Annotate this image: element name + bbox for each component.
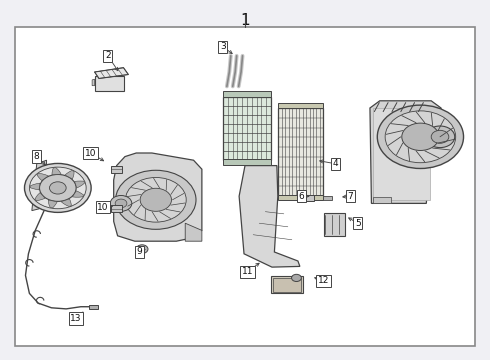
Bar	[223, 159, 271, 165]
Polygon shape	[32, 160, 47, 211]
Circle shape	[385, 111, 456, 163]
Bar	[111, 205, 122, 212]
Bar	[15, 27, 475, 346]
Polygon shape	[37, 173, 49, 180]
Text: 7: 7	[347, 192, 353, 201]
Text: 4: 4	[333, 159, 339, 168]
Circle shape	[29, 167, 86, 209]
Polygon shape	[73, 191, 84, 197]
Bar	[278, 108, 323, 196]
Bar	[278, 195, 323, 200]
Polygon shape	[95, 68, 128, 78]
Polygon shape	[52, 168, 61, 175]
Bar	[95, 76, 124, 91]
Polygon shape	[74, 181, 85, 188]
Polygon shape	[65, 170, 74, 179]
Bar	[324, 213, 345, 236]
Bar	[223, 91, 271, 97]
Polygon shape	[370, 101, 441, 203]
Circle shape	[402, 123, 439, 150]
Circle shape	[125, 177, 186, 222]
Text: 12: 12	[318, 276, 329, 285]
Circle shape	[425, 126, 455, 148]
Polygon shape	[185, 223, 202, 241]
Text: 9: 9	[137, 248, 143, 256]
Text: 1: 1	[240, 13, 250, 28]
Text: 5: 5	[355, 219, 361, 228]
Bar	[89, 305, 98, 309]
Circle shape	[136, 245, 148, 253]
Polygon shape	[30, 183, 40, 190]
Polygon shape	[114, 153, 202, 241]
Polygon shape	[239, 166, 300, 267]
Text: 6: 6	[298, 192, 304, 201]
Bar	[223, 97, 271, 160]
Bar	[303, 195, 314, 201]
Polygon shape	[35, 193, 45, 201]
Bar	[111, 166, 122, 173]
Circle shape	[431, 130, 449, 143]
Circle shape	[140, 188, 172, 211]
Text: 11: 11	[242, 267, 253, 276]
Polygon shape	[49, 200, 57, 208]
Text: 10: 10	[97, 202, 109, 212]
Polygon shape	[61, 199, 72, 207]
Text: 8: 8	[34, 152, 40, 161]
Circle shape	[116, 170, 196, 229]
Circle shape	[115, 199, 127, 208]
Circle shape	[377, 105, 464, 168]
Text: 2: 2	[105, 51, 111, 60]
Text: 10: 10	[85, 149, 97, 158]
Circle shape	[40, 175, 76, 201]
Circle shape	[49, 182, 66, 194]
Bar	[271, 276, 303, 293]
Bar	[373, 197, 391, 203]
Text: 3: 3	[220, 42, 226, 51]
Bar	[278, 103, 323, 108]
Bar	[273, 278, 301, 292]
Bar	[323, 196, 332, 200]
Circle shape	[110, 195, 132, 211]
Text: 13: 13	[70, 314, 82, 323]
Circle shape	[292, 274, 301, 282]
Polygon shape	[92, 79, 95, 86]
Circle shape	[24, 163, 91, 212]
Bar	[373, 108, 430, 200]
